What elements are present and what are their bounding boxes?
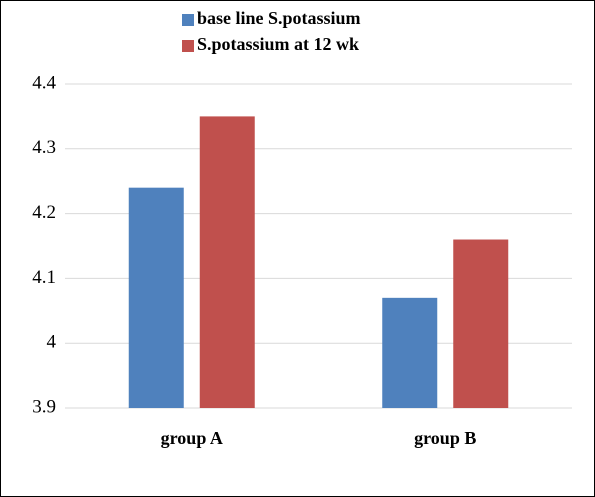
bar <box>382 297 438 408</box>
y-tick-label: 4.3 <box>32 137 56 158</box>
y-tick-label: 4.2 <box>32 202 56 223</box>
y-tick-label: 4.4 <box>32 72 56 93</box>
bar <box>453 239 509 408</box>
legend-swatch <box>182 14 194 26</box>
bar <box>199 116 255 409</box>
x-tick-label: group B <box>414 428 476 448</box>
y-tick-label: 3.9 <box>32 396 56 417</box>
y-tick-label: 4 <box>47 332 57 353</box>
legend-label: base line S.potassium <box>197 8 361 28</box>
x-tick-label: group A <box>161 428 223 448</box>
legend-swatch <box>182 40 194 52</box>
bar <box>128 187 184 408</box>
y-tick-label: 4.1 <box>32 267 56 288</box>
legend-label: S.potassium at 12 wk <box>197 34 359 54</box>
